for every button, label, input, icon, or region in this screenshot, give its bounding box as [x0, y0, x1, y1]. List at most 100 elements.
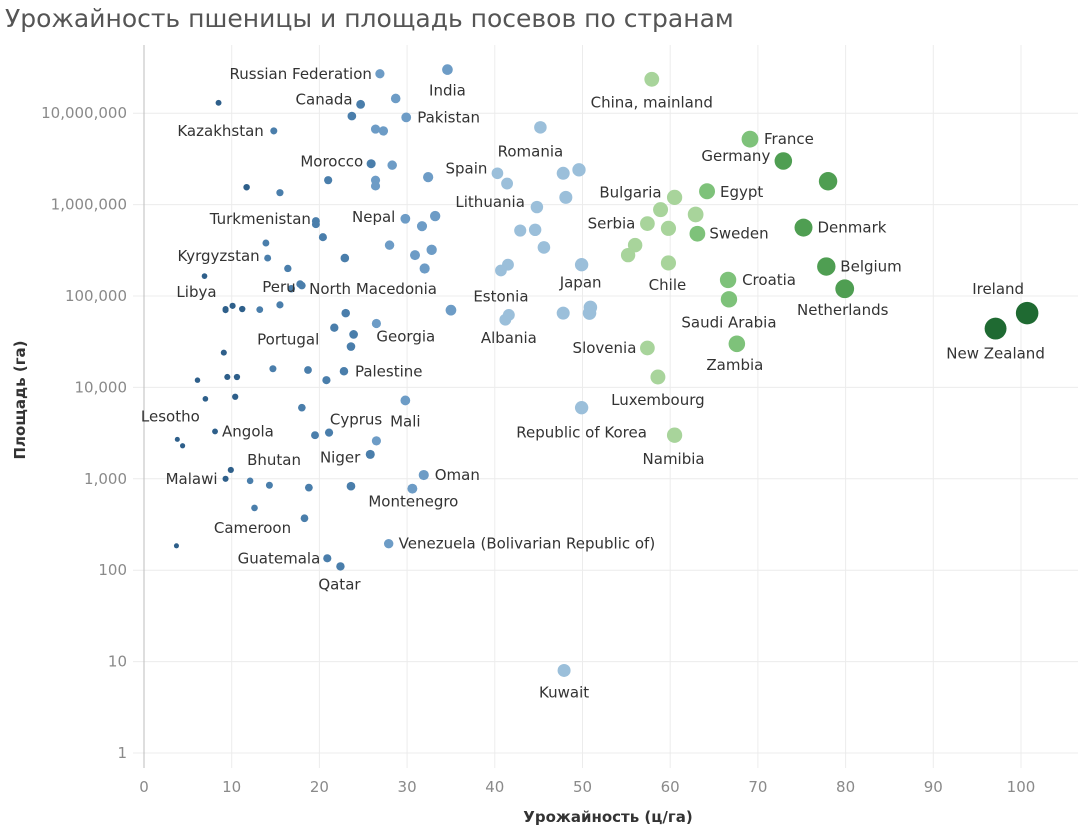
data-point	[660, 255, 677, 271]
data-point	[173, 543, 179, 549]
data-point	[400, 395, 411, 406]
data-point	[407, 483, 418, 494]
y-tick-label: 10,000,000	[41, 104, 127, 122]
data-point	[416, 221, 428, 232]
point-label: Romania	[498, 142, 564, 160]
point-label: Morocco	[300, 153, 363, 171]
data-point	[201, 273, 208, 279]
point-label: Georgia	[376, 328, 435, 346]
data-point	[514, 224, 527, 237]
grid	[133, 45, 1078, 768]
x-axis-title: Урожайность (ц/га)	[523, 808, 692, 826]
point-label: Spain	[446, 159, 488, 177]
data-point	[741, 130, 759, 148]
data-point	[644, 71, 660, 87]
point-label: Denmark	[818, 219, 887, 237]
data-point	[232, 393, 239, 400]
data-point	[495, 264, 507, 277]
data-point	[322, 376, 331, 385]
point-label: Palestine	[355, 362, 423, 380]
y-tick-label: 1,000,000	[51, 196, 127, 214]
data-point	[324, 428, 334, 437]
point-label: Canada	[296, 90, 353, 108]
data-point	[323, 554, 332, 563]
data-point	[298, 403, 306, 412]
point-label: Republic of Korea	[516, 424, 647, 442]
y-axis-ticks: 1 10 100 1,000 10,000 100,000 1,000,000 10,000,…	[41, 104, 127, 762]
point-label: Lithuania	[455, 193, 524, 211]
data-point	[418, 469, 429, 481]
data-point	[336, 562, 345, 571]
point-label: Egypt	[720, 183, 763, 201]
x-tick-label: 90	[924, 778, 943, 796]
point-label: India	[429, 82, 466, 100]
data-point	[339, 367, 349, 376]
x-axis-ticks: 0 10 20 30 40 50 60 70 80 90 100	[139, 778, 1035, 796]
data-point	[370, 181, 381, 191]
point-label: Chile	[649, 276, 687, 294]
point-label: Lesotho	[141, 407, 200, 425]
data-point	[264, 254, 272, 262]
data-point	[287, 285, 296, 293]
data-point	[239, 305, 246, 313]
data-point	[390, 93, 401, 104]
x-tick-label: 10	[222, 778, 241, 796]
data-point	[222, 475, 229, 482]
data-point	[256, 306, 264, 313]
data-point	[387, 160, 397, 170]
point-label: Pakistan	[417, 108, 480, 126]
data-point	[556, 306, 570, 320]
data-point	[365, 449, 375, 459]
data-point	[572, 163, 586, 177]
data-point	[728, 335, 746, 353]
data-point	[311, 217, 320, 226]
point-label: France	[764, 130, 814, 148]
data-point	[341, 308, 350, 318]
data-point	[559, 190, 573, 204]
point-label: Kuwait	[539, 683, 589, 701]
point-label: Luxembourg	[611, 391, 705, 409]
data-point	[502, 309, 515, 321]
y-axis-title: Площадь (га)	[11, 340, 29, 459]
y-tick-label: 10	[108, 653, 127, 671]
data-point	[419, 263, 430, 274]
data-points	[173, 64, 1039, 677]
data-point	[537, 241, 551, 254]
point-label: Serbia	[588, 215, 636, 233]
point-label: New Zealand	[946, 345, 1045, 363]
data-point	[324, 176, 333, 185]
data-point	[370, 124, 381, 134]
point-label: Russian Federation	[230, 65, 372, 83]
data-point	[530, 200, 544, 214]
data-point	[423, 171, 434, 183]
x-tick-label: 60	[661, 778, 680, 796]
data-point	[243, 183, 250, 191]
point-label: Qatar	[318, 575, 361, 593]
point-label: Estonia	[473, 288, 528, 306]
data-point	[687, 206, 704, 223]
data-point	[269, 365, 277, 373]
point-label: Kazakhstan	[177, 122, 263, 140]
point-label: Mali	[390, 412, 420, 430]
data-point	[215, 99, 222, 106]
point-label: Bulgaria	[599, 183, 661, 201]
point-label: Nepal	[352, 208, 395, 226]
data-point	[426, 244, 437, 255]
data-point	[311, 431, 319, 440]
data-point	[384, 240, 395, 250]
x-tick-label: 30	[398, 778, 417, 796]
data-point	[817, 257, 836, 276]
data-point	[349, 330, 358, 339]
data-point	[528, 223, 542, 237]
point-label: Croatia	[742, 271, 796, 289]
point-label: Angola	[222, 422, 274, 440]
data-point	[442, 64, 453, 75]
point-label: Namibia	[643, 450, 705, 468]
data-point	[318, 233, 327, 242]
data-point	[835, 279, 855, 299]
data-point	[212, 428, 218, 435]
data-point	[491, 167, 504, 180]
x-tick-label: 40	[485, 778, 504, 796]
data-point	[375, 69, 385, 79]
point-label: Portugal	[257, 331, 319, 349]
